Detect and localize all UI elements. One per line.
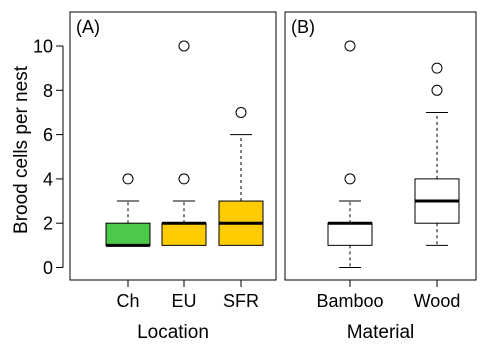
x-axis-label: Material bbox=[347, 322, 415, 343]
outlier-point bbox=[235, 106, 247, 118]
iqr-box bbox=[105, 222, 151, 246]
box-ch bbox=[105, 173, 151, 247]
y-axis: 0 2 4 6 8 10 bbox=[33, 37, 64, 278]
panel-a: (A) Ch EU SFR Location bbox=[69, 11, 277, 343]
y-tick-label: 10 bbox=[33, 37, 53, 57]
x-tick-label: SFR bbox=[223, 291, 259, 311]
outlier-point bbox=[344, 40, 356, 52]
x-tick-label: Wood bbox=[414, 291, 461, 311]
x-tick-label: EU bbox=[171, 291, 196, 311]
outlier-point bbox=[178, 40, 190, 52]
y-tick-label: 8 bbox=[43, 81, 53, 101]
box-eu bbox=[161, 40, 207, 246]
y-tick-label: 0 bbox=[43, 258, 53, 278]
y-tick-label: 6 bbox=[43, 125, 53, 145]
x-tick-label: Bamboo bbox=[316, 291, 383, 311]
panel-b: (B) Bamboo Wood Material bbox=[284, 11, 477, 343]
x-tick-label: Ch bbox=[116, 291, 139, 311]
iqr-box bbox=[161, 222, 207, 246]
x-axis-label: Location bbox=[137, 322, 209, 343]
panel-frame bbox=[284, 11, 477, 281]
box-sfr bbox=[218, 106, 264, 246]
box-bamboo bbox=[327, 40, 373, 268]
outlier-point bbox=[178, 173, 190, 185]
panel-label: (B) bbox=[291, 17, 315, 37]
y-tick-label: 2 bbox=[43, 214, 53, 234]
panels: (A) Ch EU SFR Location (B) Bamboo Wood Material bbox=[69, 11, 477, 343]
outlier-point bbox=[344, 173, 356, 185]
y-tick-label: 4 bbox=[43, 169, 53, 189]
panel-label: (A) bbox=[76, 17, 100, 37]
y-axis-label: Brood cells per nest bbox=[11, 65, 32, 234]
outlier-point bbox=[431, 84, 443, 96]
outlier-point bbox=[122, 173, 134, 185]
iqr-box bbox=[327, 222, 373, 246]
outlier-point bbox=[431, 62, 443, 74]
box-wood bbox=[414, 62, 460, 246]
